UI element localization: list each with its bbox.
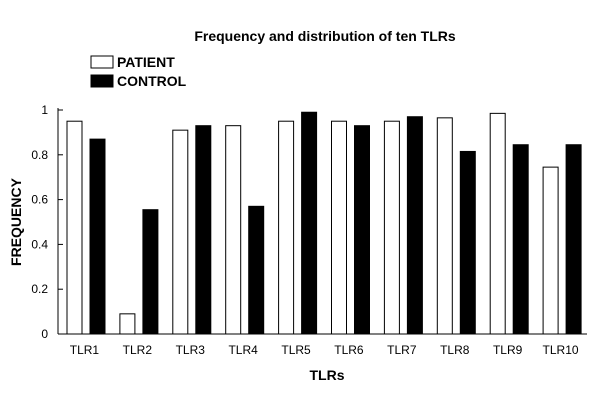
- x-tick-label: TLR5: [281, 343, 311, 357]
- bar-patient-tlr9: [489, 112, 506, 335]
- y-axis-label: FREQUENCY: [8, 177, 24, 266]
- x-tick-label: TLR8: [440, 343, 470, 357]
- x-tick-label: TLR7: [387, 343, 417, 357]
- x-tick-label: TLR10: [543, 343, 579, 357]
- bar-control-tlr4: [248, 205, 265, 335]
- bar-patient-tlr3: [172, 129, 189, 335]
- y-tick-label: 1: [41, 103, 48, 117]
- bar-patient-tlr4: [225, 125, 242, 335]
- y-tick-label: 0: [41, 327, 48, 341]
- y-tick-label: 0.2: [31, 282, 48, 296]
- bar-control-tlr3: [195, 125, 212, 335]
- x-tick-label: TLR3: [176, 343, 206, 357]
- bar-control-tlr8: [459, 150, 476, 335]
- legend: PATIENT CONTROL: [90, 54, 187, 89]
- x-axis-label: TLRs: [310, 367, 345, 383]
- y-tick-label: 0.8: [31, 148, 48, 162]
- x-tick-label: TLR1: [70, 343, 100, 357]
- y-tick-label: 0.4: [31, 237, 48, 251]
- chart-title: Frequency and distribution of ten TLRs: [194, 28, 456, 44]
- bar-patient-tlr6: [331, 120, 347, 335]
- bar-control-tlr6: [354, 125, 370, 335]
- x-tick-label: TLR9: [493, 343, 523, 357]
- bar-control-tlr9: [512, 144, 529, 335]
- bar-patient-tlr8: [436, 117, 453, 335]
- bar-patient-tlr1: [66, 120, 83, 335]
- y-tick-label: 0.6: [31, 193, 48, 207]
- bar-control-tlr7: [406, 116, 423, 335]
- bar-control-tlr2: [142, 209, 159, 335]
- bar-patient-tlr5: [278, 120, 295, 335]
- bar-patient-tlr2: [119, 313, 136, 335]
- bar-patient-tlr7: [383, 120, 400, 335]
- x-tick-label: TLR2: [123, 343, 153, 357]
- x-tick-label: TLR4: [228, 343, 258, 357]
- legend-label-patient: PATIENT: [117, 54, 175, 70]
- legend-swatch-control: [90, 74, 114, 88]
- legend-swatch-patient: [90, 55, 114, 69]
- legend-label-control: CONTROL: [117, 73, 187, 89]
- bar-control-tlr10: [565, 144, 582, 335]
- bar-patient-tlr10: [542, 166, 559, 335]
- x-tick-label: TLR6: [334, 343, 364, 357]
- plot-area: 0 0.2 0.4 0.6 0.8 1 TLR1 TLR2 TLR3 TLR4 TLR5 TLR6 TL…: [31, 103, 587, 357]
- bar-control-tlr1: [89, 138, 106, 335]
- bar-control-tlr5: [301, 111, 318, 335]
